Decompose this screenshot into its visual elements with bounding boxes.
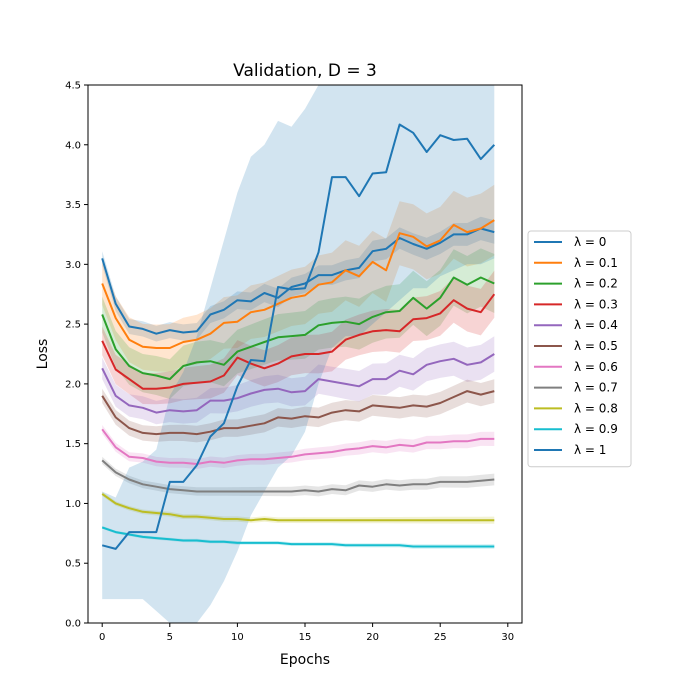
y-axis: 0.0 0.5 1.0 1.5 2.0 2.5 3.0 3.5 4.0 4.5 (65, 81, 88, 630)
band-series-8 (102, 491, 495, 524)
band-series-6 (102, 425, 495, 469)
band-series-5 (102, 379, 495, 443)
legend-entry: λ = 0.3 (574, 297, 618, 311)
line-series-9 (101, 526, 495, 548)
legend-entry: λ = 0.6 (574, 360, 618, 374)
line-series-8 (101, 493, 495, 522)
series-lines (101, 123, 496, 550)
band-series-0 (102, 216, 495, 342)
band-series-10 (102, 85, 495, 623)
y-tick-label: 1.5 (65, 439, 81, 450)
x-tick-label: 30 (501, 632, 514, 643)
legend-entry: λ = 0.2 (574, 277, 618, 291)
line-series-6 (101, 428, 495, 465)
y-tick-label: 3.0 (65, 260, 81, 271)
line-series-5 (101, 390, 495, 436)
x-tick-label: 10 (231, 632, 244, 643)
x-tick-label: 15 (299, 632, 312, 643)
y-tick-label: 2.0 (65, 379, 81, 390)
band-series-7 (102, 456, 495, 497)
y-tick-label: 3.5 (65, 200, 81, 211)
x-tick-label: 25 (434, 632, 447, 643)
y-tick-label: 0.0 (65, 619, 81, 630)
legend: λ = 0 λ = 0.1 λ = 0.2 λ = 0.3 λ = 0.4 λ = 0.5… (527, 230, 632, 468)
y-tick-label: 1.0 (65, 499, 81, 510)
y-tick-label: 2.5 (65, 320, 81, 331)
line-series-2 (101, 276, 495, 381)
band-series-3 (102, 270, 495, 405)
band-series-1 (102, 184, 495, 372)
y-tick-label: 4.5 (65, 81, 81, 92)
y-tick-label: 0.5 (65, 559, 81, 570)
y-tick-label: 4.0 (65, 140, 81, 151)
line-series-10 (101, 123, 496, 550)
line-series-1 (101, 219, 495, 349)
chart-title: Validation, D = 3 (233, 61, 377, 81)
legend-entry: λ = 1 (574, 443, 606, 457)
legend-entry: λ = 0.9 (574, 422, 618, 436)
x-axis-label: Epochs (280, 652, 330, 668)
legend-entry: λ = 0.1 (574, 256, 618, 270)
x-axis: 0 5 10 15 20 25 30 (99, 623, 514, 643)
x-tick-label: 20 (366, 632, 379, 643)
line-series-3 (101, 293, 496, 390)
legend-entry: λ = 0.8 (574, 401, 618, 415)
legend-entry: λ = 0.4 (574, 318, 618, 332)
legend-entry: λ = 0 (574, 235, 606, 249)
x-tick-label: 5 (167, 632, 173, 643)
line-series-0 (101, 227, 495, 335)
legend-entry: λ = 0.5 (574, 339, 618, 353)
legend-entry: λ = 0.7 (574, 381, 618, 395)
x-tick-label: 0 (99, 632, 105, 643)
line-series-4 (101, 353, 495, 414)
y-axis-label: Loss (35, 339, 51, 370)
band-series-4 (102, 336, 495, 425)
